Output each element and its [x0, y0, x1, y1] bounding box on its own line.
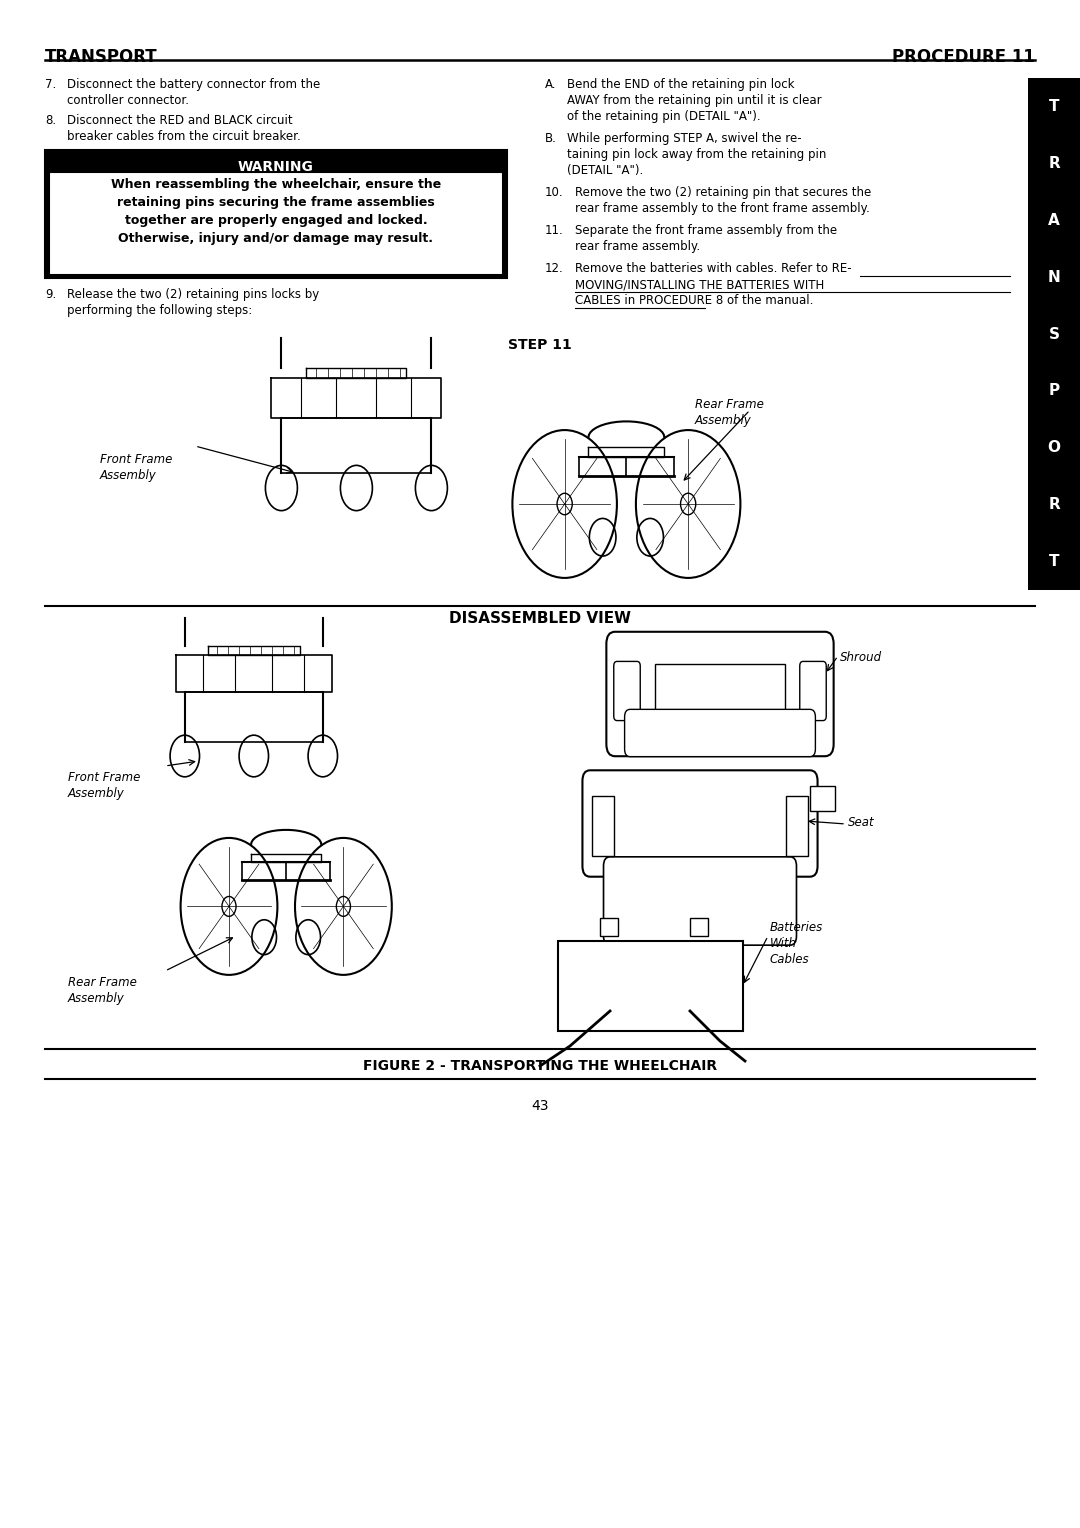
Text: 9.: 9. — [45, 287, 56, 301]
Bar — [49, 173, 503, 275]
Bar — [810, 785, 835, 811]
FancyBboxPatch shape — [624, 709, 815, 756]
Text: O: O — [1048, 440, 1061, 455]
Text: performing the following steps:: performing the following steps: — [67, 304, 253, 316]
Text: 10.: 10. — [545, 186, 564, 199]
Text: 7.: 7. — [45, 78, 56, 92]
Text: Remove the two (2) retaining pin that secures the: Remove the two (2) retaining pin that se… — [575, 186, 872, 199]
Text: Remove the batteries with cables. Refer to RE-: Remove the batteries with cables. Refer … — [575, 261, 852, 275]
Text: While performing STEP A, swivel the re-: While performing STEP A, swivel the re- — [567, 131, 801, 145]
Bar — [654, 665, 785, 720]
Text: When reassembling the wheelchair, ensure the: When reassembling the wheelchair, ensure… — [111, 177, 441, 191]
Text: R: R — [1048, 156, 1059, 171]
Text: CABLES in PROCEDURE 8 of the manual.: CABLES in PROCEDURE 8 of the manual. — [575, 293, 813, 307]
Text: Rear Frame
Assembly: Rear Frame Assembly — [696, 397, 764, 426]
FancyBboxPatch shape — [604, 857, 796, 946]
Text: Rear Frame
Assembly: Rear Frame Assembly — [68, 976, 137, 1005]
Text: MOVING/INSTALLING THE BATTERIES WITH: MOVING/INSTALLING THE BATTERIES WITH — [575, 278, 824, 290]
Text: T: T — [1049, 99, 1059, 115]
Text: Otherwise, injury and/or damage may result.: Otherwise, injury and/or damage may resu… — [119, 232, 433, 244]
Text: breaker cables from the circuit breaker.: breaker cables from the circuit breaker. — [67, 130, 300, 144]
Text: rear frame assembly to the front frame assembly.: rear frame assembly to the front frame a… — [575, 202, 869, 215]
Text: 43: 43 — [531, 1099, 549, 1112]
Text: Front Frame
Assembly: Front Frame Assembly — [100, 452, 173, 481]
Text: Batteries
With
Cables: Batteries With Cables — [770, 921, 823, 966]
Text: retaining pins securing the frame assemblies: retaining pins securing the frame assemb… — [117, 196, 435, 209]
Text: (DETAIL "A").: (DETAIL "A"). — [567, 163, 644, 177]
Text: together are properly engaged and locked.: together are properly engaged and locked… — [124, 214, 428, 228]
Text: T: T — [1049, 555, 1059, 568]
Bar — [45, 150, 507, 278]
Text: A: A — [1048, 212, 1059, 228]
Text: AWAY from the retaining pin until it is clear: AWAY from the retaining pin until it is … — [567, 95, 822, 107]
Text: P: P — [1049, 384, 1059, 399]
FancyBboxPatch shape — [613, 662, 640, 721]
Text: 8.: 8. — [45, 115, 56, 127]
Text: N: N — [1048, 269, 1061, 284]
Text: Front Frame
Assembly: Front Frame Assembly — [68, 772, 140, 801]
Bar — [557, 941, 743, 1031]
Text: B.: B. — [545, 131, 557, 145]
Text: FIGURE 2 - TRANSPORTING THE WHEELCHAIR: FIGURE 2 - TRANSPORTING THE WHEELCHAIR — [363, 1059, 717, 1073]
Text: rear frame assembly.: rear frame assembly. — [575, 240, 700, 254]
Text: STEP 11: STEP 11 — [508, 338, 572, 351]
Text: Disconnect the battery connector from the: Disconnect the battery connector from th… — [67, 78, 321, 92]
Text: PROCEDURE 11: PROCEDURE 11 — [892, 47, 1035, 66]
Bar — [786, 796, 808, 856]
Text: 12.: 12. — [545, 261, 564, 275]
Text: R: R — [1048, 497, 1059, 512]
Text: Disconnect the RED and BLACK circuit: Disconnect the RED and BLACK circuit — [67, 115, 293, 127]
Text: S: S — [1049, 327, 1059, 341]
Text: TRANSPORT: TRANSPORT — [45, 47, 158, 66]
Bar — [592, 796, 615, 856]
Text: Shroud: Shroud — [840, 651, 882, 665]
Text: taining pin lock away from the retaining pin: taining pin lock away from the retaining… — [567, 148, 826, 160]
Text: Seat: Seat — [848, 816, 875, 830]
Text: Release the two (2) retaining pins locks by: Release the two (2) retaining pins locks… — [67, 287, 320, 301]
Text: WARNING: WARNING — [238, 160, 314, 174]
FancyBboxPatch shape — [582, 770, 818, 877]
Bar — [690, 918, 708, 937]
Text: DISASSEMBLED VIEW: DISASSEMBLED VIEW — [449, 611, 631, 626]
Bar — [1028, 78, 1080, 590]
FancyBboxPatch shape — [606, 631, 834, 756]
FancyBboxPatch shape — [800, 662, 826, 721]
Text: of the retaining pin (DETAIL "A").: of the retaining pin (DETAIL "A"). — [567, 110, 760, 122]
Text: A.: A. — [545, 78, 556, 92]
Text: controller connector.: controller connector. — [67, 95, 189, 107]
Text: Bend the END of the retaining pin lock: Bend the END of the retaining pin lock — [567, 78, 795, 92]
Text: Separate the front frame assembly from the: Separate the front frame assembly from t… — [575, 225, 837, 237]
Text: 11.: 11. — [545, 225, 564, 237]
Bar — [600, 918, 618, 937]
